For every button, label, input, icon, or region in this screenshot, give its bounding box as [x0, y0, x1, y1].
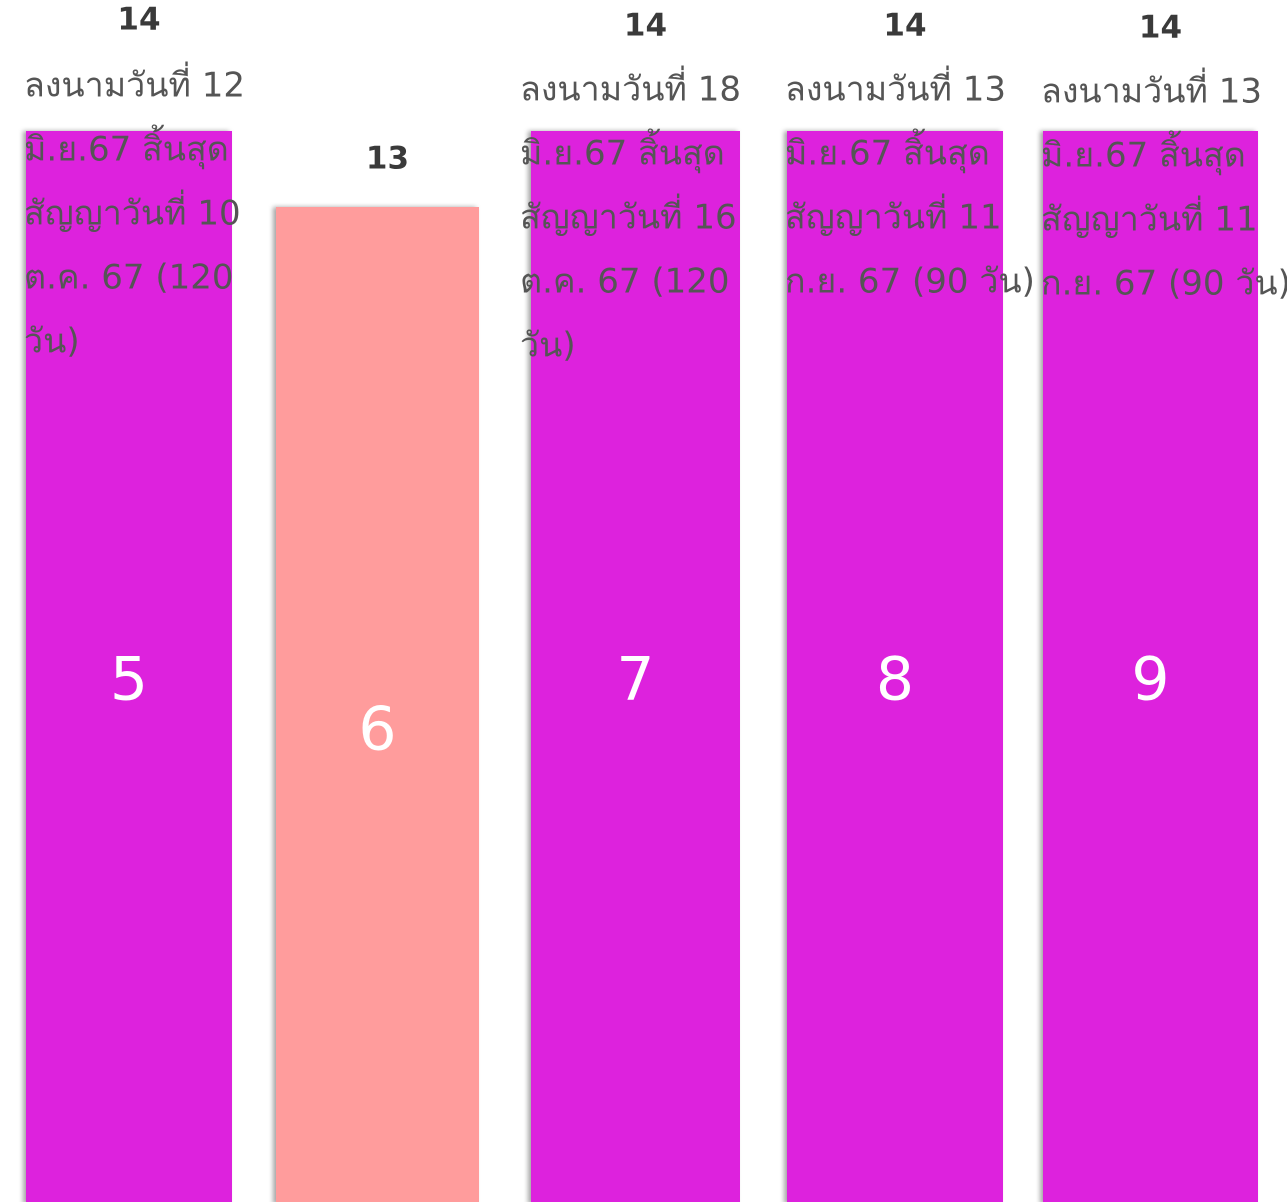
bar-category-label-8: 8: [876, 645, 914, 715]
bar-note-7-line-5: วัน): [520, 326, 576, 366]
bar-value-label-9: 14: [1139, 10, 1182, 46]
bar-note-9-line-4: ก.ย. 67 (90 วัน): [1041, 264, 1287, 304]
bar-value-label-7: 14: [624, 8, 667, 44]
bar-9: [1043, 131, 1258, 1202]
bar-7: [531, 131, 740, 1202]
bar-6: [276, 207, 479, 1202]
bar-note-8-line-1: ลงนามวันที่ 13: [785, 66, 1006, 110]
bar-8: [787, 131, 1003, 1202]
labels-layer: 14 5 ลงนามวันที่ 12 มิ.ย.67 สิ้นสุดสัญญาวัน…: [24, 2, 1287, 765]
bar-value-label-8: 14: [883, 8, 926, 44]
bar-category-label-6: 6: [358, 695, 396, 765]
bar-note-5-line-5: วัน): [24, 322, 80, 362]
bar-note-7-line-1: ลงนามวันที่ 18: [520, 66, 741, 110]
bar-note-7-line-4: ต.ค. 67 (120: [520, 262, 729, 302]
bar-note-9-line-3: สัญญาวันที่ 11: [1041, 196, 1258, 240]
bar-note-5-line-2: มิ.ย.67 สิ้นสุด: [24, 125, 229, 170]
bar-category-label-7: 7: [616, 645, 654, 715]
bar-note-9-line-1: ลงนามวันที่ 13: [1041, 68, 1262, 112]
bar-note-5-line-1: ลงนามวันที่ 12: [24, 62, 245, 106]
bar-note-8-line-2: มิ.ย.67 สิ้นสุด: [785, 129, 990, 174]
bar-note-9-line-2: มิ.ย.67 สิ้นสุด: [1041, 131, 1246, 176]
bar-category-label-9: 9: [1131, 645, 1169, 715]
bar-category-label-5: 5: [110, 645, 148, 715]
bar-5: [26, 131, 232, 1202]
bar-note-7-line-3: สัญญาวันที่ 16: [520, 194, 737, 238]
bars-layer: [26, 131, 1258, 1202]
bar-note-5-line-3: สัญญาวันที่ 10: [24, 190, 241, 234]
bar-note-7-line-2: มิ.ย.67 สิ้นสุด: [520, 129, 725, 174]
bar-note-8-line-3: สัญญาวันที่ 11: [785, 194, 1002, 238]
bar-value-label-5: 14: [117, 2, 160, 38]
bar-note-5-line-4: ต.ค. 67 (120: [24, 258, 233, 298]
bar-note-8-line-4: ก.ย. 67 (90 วัน): [785, 262, 1035, 302]
bar-value-label-6: 13: [366, 141, 409, 177]
